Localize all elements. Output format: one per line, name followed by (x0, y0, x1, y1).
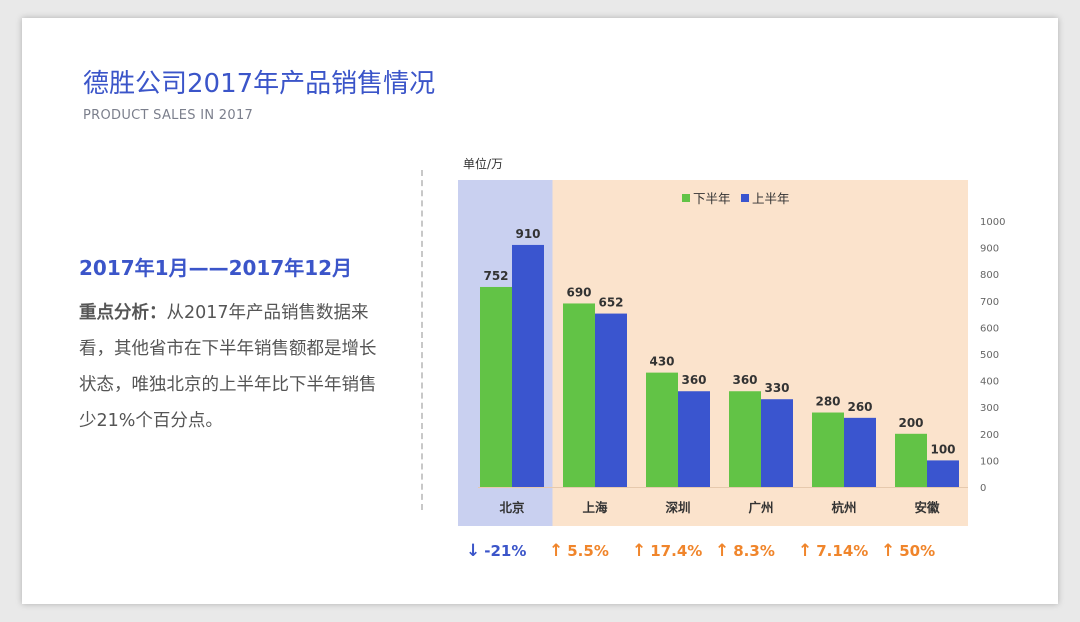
y-tick-label: 500 (980, 350, 999, 361)
page-subtitle: PRODUCT SALES IN 2017 (83, 108, 254, 123)
arrow-up-icon: ↑ (798, 541, 813, 561)
data-label: 200 (898, 416, 923, 430)
x-tick-label: 上海 (582, 500, 608, 515)
y-tick-label: 700 (980, 297, 999, 308)
legend-label: 下半年 (693, 191, 731, 206)
x-tick-label: 深圳 (665, 500, 690, 515)
data-label: 330 (764, 381, 789, 395)
change-value: 8.3% (733, 542, 775, 560)
change-indicator: ↑ 8.3% (715, 541, 775, 561)
data-label: 100 (930, 442, 955, 456)
data-label: 360 (681, 373, 706, 387)
change-value: 7.14% (816, 542, 869, 560)
bar (678, 391, 710, 487)
bar (480, 286, 512, 487)
x-tick-label: 杭州 (831, 500, 856, 515)
change-indicator: ↑ 50% (881, 541, 935, 561)
dashed-divider (421, 170, 423, 510)
bar (761, 399, 793, 487)
y-tick-label: 600 (980, 323, 999, 334)
y-tick-label: 400 (980, 377, 999, 388)
bar (646, 372, 678, 487)
data-label: 430 (649, 355, 674, 369)
arrow-up-icon: ↑ (715, 541, 730, 561)
y-tick-label: 100 (980, 456, 999, 467)
analysis-label: 重点分析： (79, 303, 167, 323)
legend-swatch (682, 194, 690, 202)
data-label: 690 (566, 285, 591, 299)
bar (927, 460, 959, 487)
analysis-body: 从2017年产品销售数据来看，其他省市在下半年销售额都是增长状态，唯独北京的上半… (79, 303, 377, 431)
x-tick-label: 北京 (499, 500, 525, 515)
unit-label: 单位/万 (463, 157, 504, 171)
x-tick-label: 安徽 (914, 500, 940, 515)
bar (844, 417, 876, 487)
y-tick-label: 200 (980, 430, 999, 441)
bar (729, 391, 761, 487)
data-label: 752 (483, 269, 508, 283)
data-label: 652 (598, 296, 623, 310)
y-tick-label: 300 (980, 403, 999, 414)
change-indicator: ↓ -21% (466, 541, 526, 561)
legend-swatch (741, 194, 749, 202)
arrow-up-icon: ↑ (632, 541, 647, 561)
change-indicator: ↑ 17.4% (632, 541, 702, 561)
arrow-up-icon: ↑ (549, 541, 564, 561)
y-tick-label: 800 (980, 270, 999, 281)
bar (563, 303, 595, 487)
change-value: 50% (899, 542, 936, 560)
bar (595, 313, 627, 487)
bar (512, 244, 544, 487)
arrow-up-icon: ↑ (881, 541, 896, 561)
change-value: -21% (484, 542, 527, 560)
data-label: 260 (847, 400, 872, 414)
date-range: 2017年1月——2017年12月 (79, 256, 353, 280)
y-tick-label: 900 (980, 244, 999, 255)
y-tick-label: 1000 (980, 217, 1005, 228)
page-title: 德胜公司2017年产品销售情况 (83, 69, 436, 99)
data-label: 280 (815, 395, 840, 409)
arrow-down-icon: ↓ (466, 541, 481, 561)
y-tick-label: 0 (980, 483, 986, 494)
x-tick-label: 广州 (748, 500, 773, 515)
change-indicator: ↑ 5.5% (549, 541, 609, 561)
change-indicator: ↑ 7.14% (798, 541, 868, 561)
bar (895, 433, 927, 487)
data-label: 910 (515, 227, 540, 241)
bar (812, 412, 844, 487)
data-label: 360 (732, 373, 757, 387)
change-value: 5.5% (567, 542, 609, 560)
legend-label: 上半年 (752, 191, 790, 206)
analysis-text: 重点分析：从2017年产品销售数据来看，其他省市在下半年销售额都是增长状态，唯独… (79, 295, 389, 439)
change-value: 17.4% (650, 542, 703, 560)
